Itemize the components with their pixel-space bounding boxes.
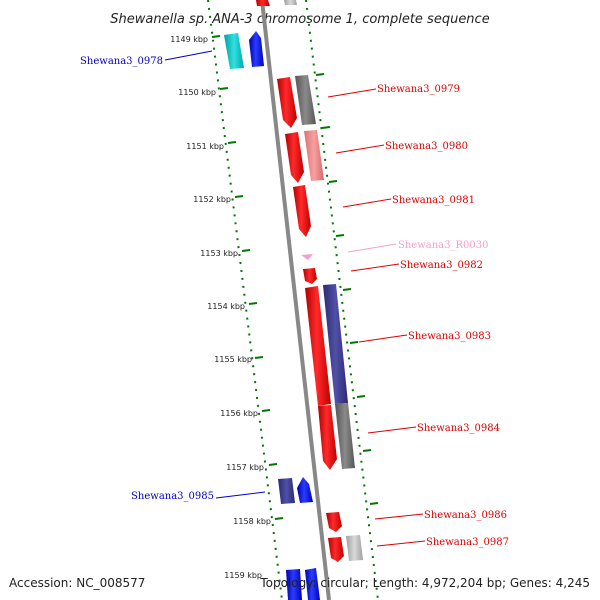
right-ticks bbox=[315, 73, 379, 505]
gene-label[interactable]: Shewana3_0984 bbox=[417, 423, 500, 434]
tick-label: 1157 kbp bbox=[226, 463, 264, 472]
gene-label[interactable]: Shewana3_0981 bbox=[392, 195, 475, 206]
gene-bottom-blue-2[interactable] bbox=[305, 568, 320, 600]
gene-label[interactable]: Shewana3_0982 bbox=[400, 260, 483, 271]
tick-label: 1154 kbp bbox=[207, 302, 245, 311]
gene-0985-arrow[interactable] bbox=[297, 477, 313, 503]
tick-label: 1152 kbp bbox=[193, 195, 231, 204]
gene-0986-arrow[interactable] bbox=[326, 512, 342, 532]
tick-mark bbox=[211, 35, 221, 38]
gene-label[interactable]: Shewana3_0986 bbox=[424, 510, 507, 521]
gene-0981-arrow[interactable] bbox=[293, 185, 311, 237]
tick-marks: 1149 kbp 1150 kbp 1151 kbp 1152 kbp 1153… bbox=[170, 35, 284, 580]
gene-box-top[interactable] bbox=[284, 0, 297, 5]
gene-0982-arrow[interactable] bbox=[303, 268, 317, 284]
tick-label: 1150 kbp bbox=[178, 88, 216, 97]
gene-0980-box[interactable] bbox=[304, 130, 324, 181]
tick-label: 1159 kbp bbox=[224, 571, 262, 580]
tick-mark bbox=[268, 463, 278, 466]
tick-label: 1158 kbp bbox=[233, 517, 271, 526]
chromosome-backbone bbox=[260, 0, 331, 600]
gene-r0030-arrow[interactable] bbox=[301, 254, 313, 260]
gene-0987-box[interactable] bbox=[346, 535, 363, 561]
tick-label: 1156 kbp bbox=[220, 409, 258, 418]
gene-0979-arrow[interactable] bbox=[277, 77, 297, 128]
tick-mark bbox=[248, 302, 258, 305]
summary-text: Topology: circular; Length: 4,972,204 bp… bbox=[259, 576, 590, 590]
gene-0987-arrow[interactable] bbox=[328, 537, 344, 562]
gene-0984-arrow[interactable] bbox=[318, 405, 337, 470]
tick-mark bbox=[234, 195, 244, 198]
accession-text: Accession: NC_008577 bbox=[9, 576, 145, 590]
gene-label[interactable]: Shewana3_0980 bbox=[385, 141, 468, 152]
gene-label[interactable]: Shewana3_0987 bbox=[426, 537, 509, 548]
gene-cyan-box[interactable] bbox=[224, 33, 244, 69]
map-title: Shewanella sp. ANA-3 chromosome 1, compl… bbox=[110, 12, 489, 27]
gene-0978-arrow[interactable] bbox=[249, 31, 264, 67]
gene-label[interactable]: Shewana3_0983 bbox=[408, 331, 491, 342]
tick-mark bbox=[274, 517, 284, 520]
tick-label: 1153 kbp bbox=[200, 249, 238, 258]
gene-0979-box[interactable] bbox=[295, 75, 316, 125]
gene-0985-box[interactable] bbox=[278, 478, 295, 504]
gene-label[interactable]: Shewana3_0979 bbox=[377, 84, 460, 95]
gene-arrow-top[interactable] bbox=[256, 0, 270, 6]
tick-label: 1155 kbp bbox=[214, 355, 252, 364]
gene-0980-arrow[interactable] bbox=[285, 132, 304, 183]
gene-label[interactable]: Shewana3_R0030 bbox=[398, 240, 488, 251]
tick-mark bbox=[261, 409, 271, 412]
gene-label[interactable]: Shewana3_0985 bbox=[131, 491, 214, 502]
tick-label: 1149 kbp bbox=[170, 35, 208, 44]
gene-0983-arrow[interactable] bbox=[305, 286, 331, 406]
gene-0984-box[interactable] bbox=[335, 403, 355, 469]
tick-mark bbox=[241, 249, 251, 252]
gene-bottom-blue-1[interactable] bbox=[286, 569, 302, 600]
label-leaders bbox=[164, 50, 426, 547]
gene-label[interactable]: Shewana3_0978 bbox=[80, 56, 163, 67]
tick-label: 1151 kbp bbox=[186, 142, 224, 151]
tick-mark bbox=[254, 356, 264, 359]
tick-mark bbox=[227, 141, 237, 144]
gene-0983-box[interactable] bbox=[323, 284, 348, 404]
tick-mark bbox=[219, 87, 229, 90]
